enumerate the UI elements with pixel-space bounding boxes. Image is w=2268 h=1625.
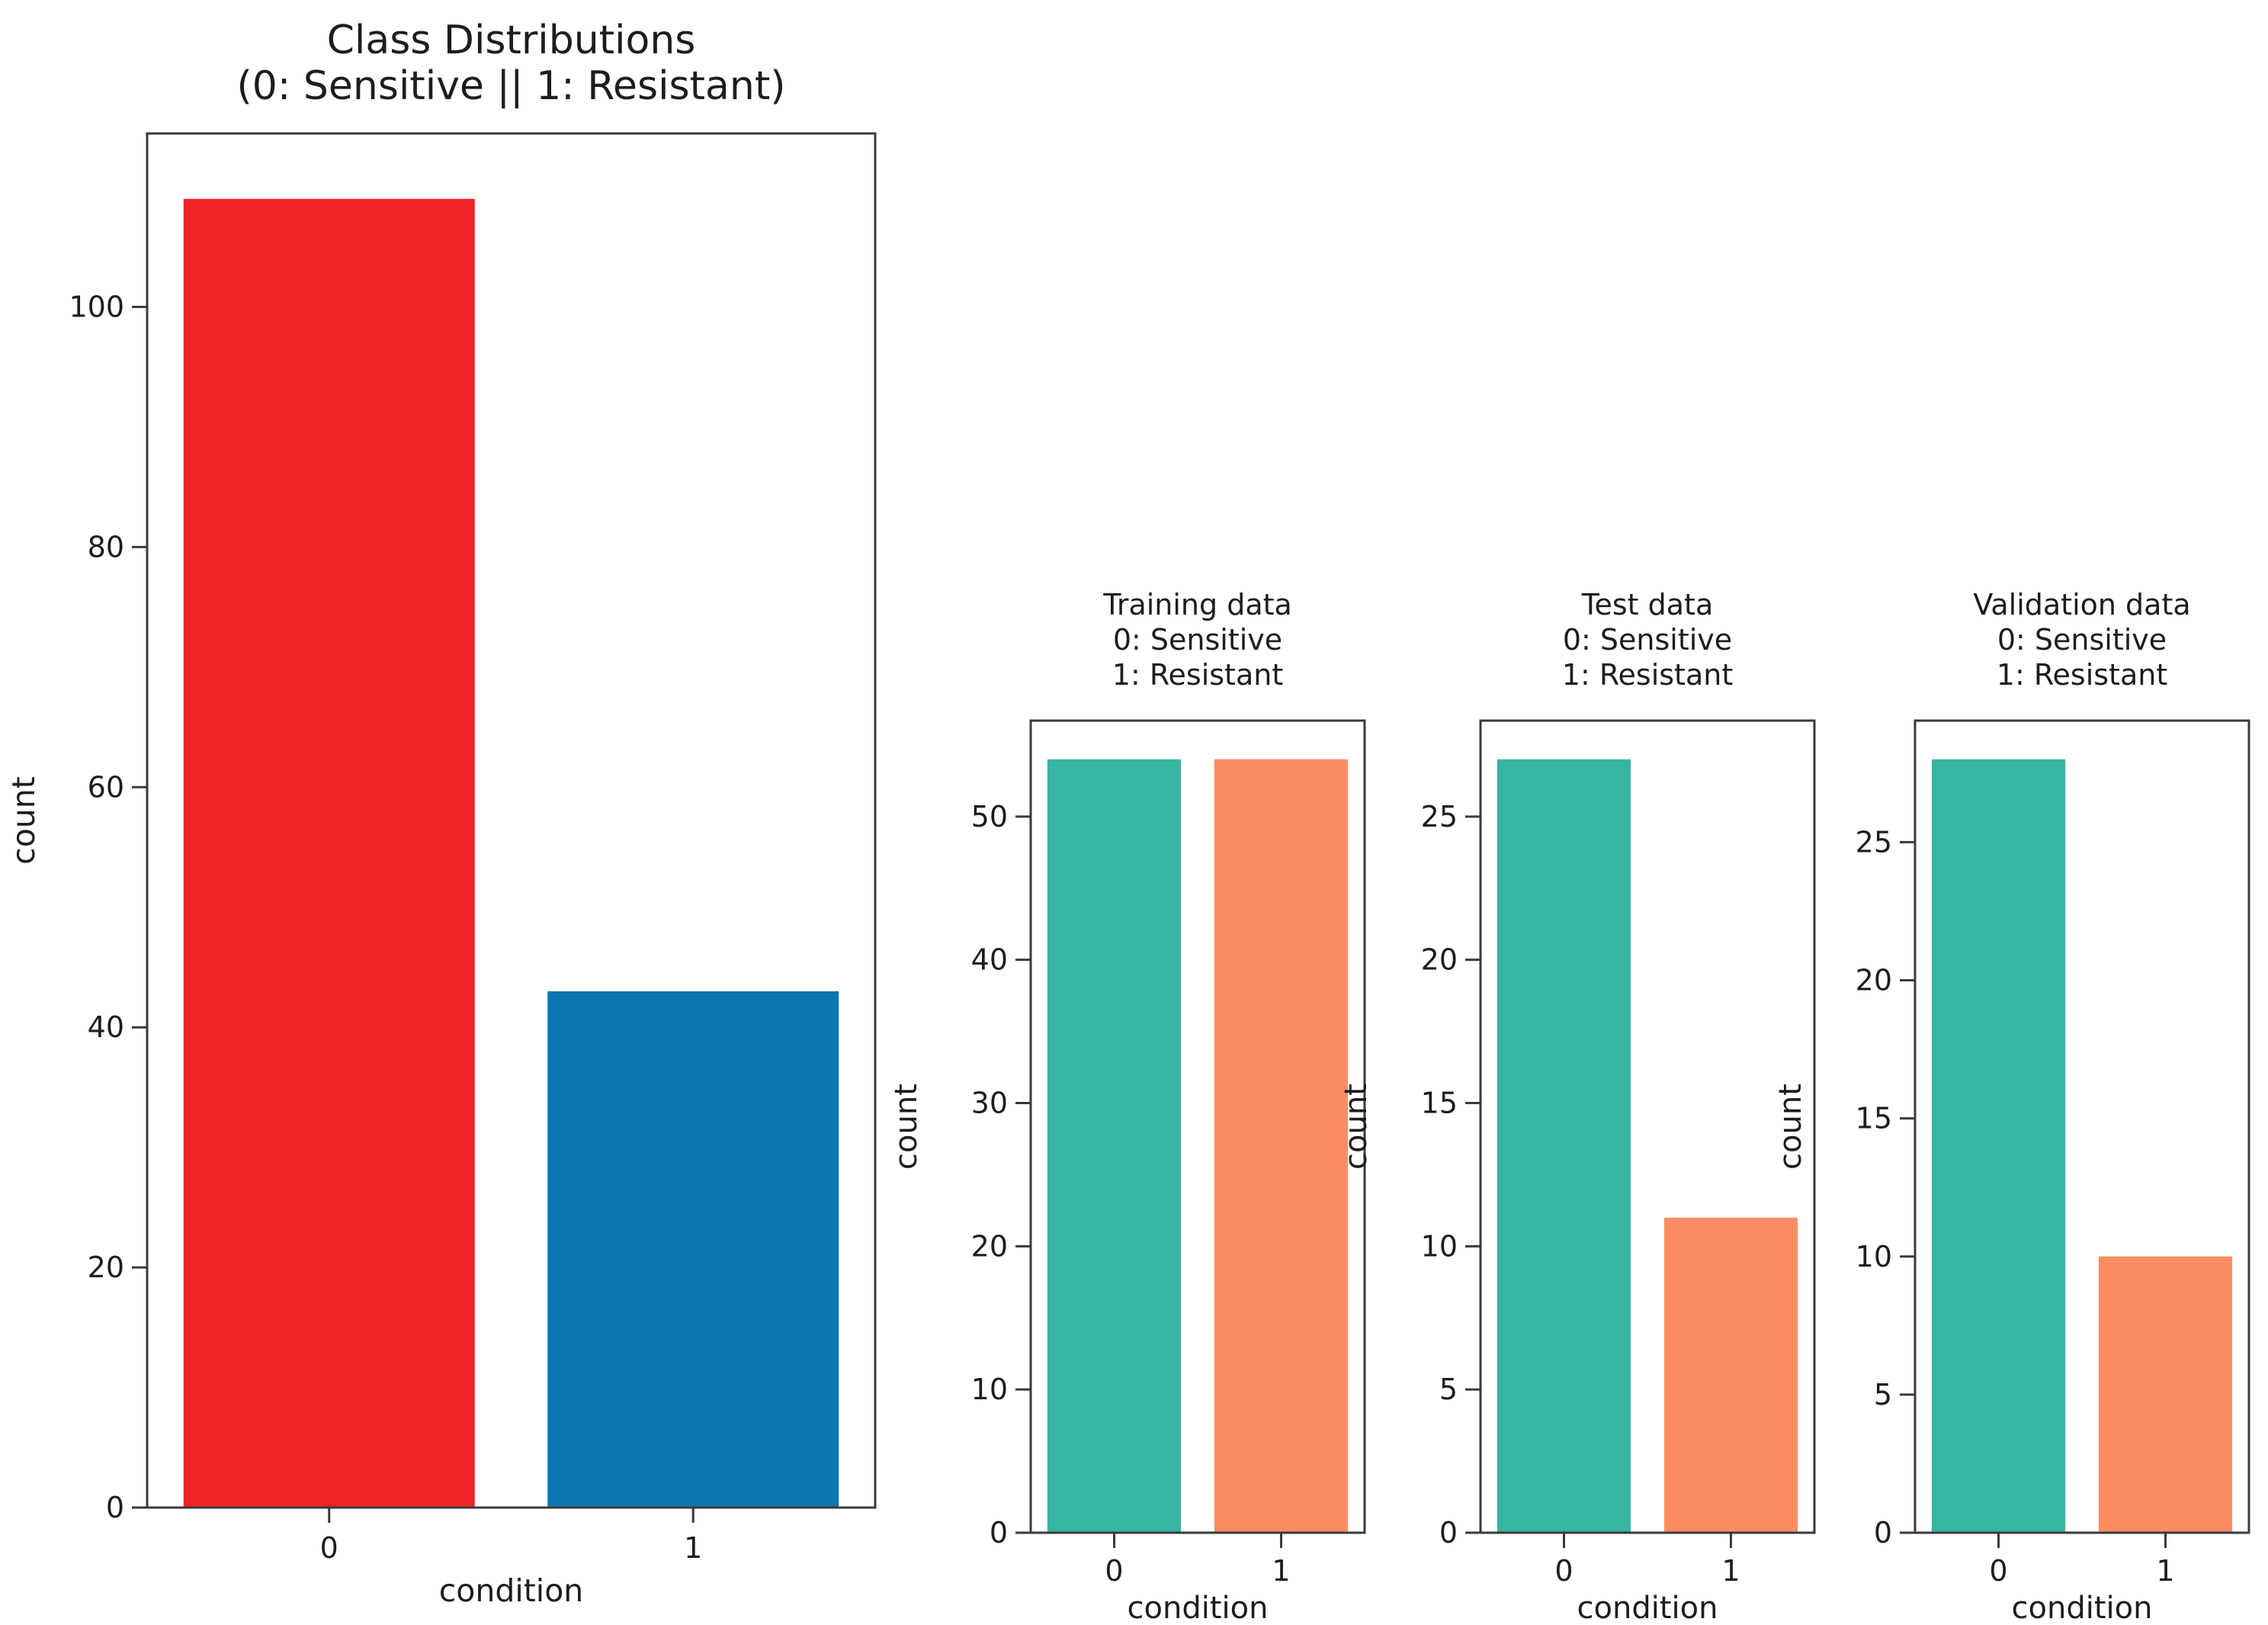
y-tick-label: 0 [1874,1516,1892,1550]
x-axis-label-test-data: condition [1577,1591,1718,1625]
chart-title-test-data-line2: 0: Sensitive [1563,623,1732,657]
x-tick-label: 0 [1554,1554,1573,1588]
y-tick-label: 15 [1856,1102,1892,1135]
x-tick-label: 1 [684,1531,702,1565]
y-tick-label: 10 [1856,1240,1892,1273]
y-tick-label: 20 [88,1251,124,1284]
x-tick-label: 0 [320,1531,338,1565]
y-tick-label: 50 [971,800,1008,833]
bar-test-data-cat1 [1663,1217,1798,1533]
plot-border-test-data [1479,719,1816,1534]
x-axis-label-class-distributions: condition [439,1572,584,1609]
y-tick-label: 20 [1421,943,1458,977]
bar-training-data-cat1 [1214,759,1349,1533]
x-tick-label: 0 [1105,1554,1123,1588]
y-axis-label-test-data: count [1339,1084,1374,1170]
y-tick-label: 10 [971,1373,1008,1406]
chart-title-validation-data-line1: Validation data [1973,588,2190,621]
y-tick-label: 80 [88,530,124,564]
plot-border-training-data [1029,719,1366,1534]
plot-border-class-distributions [146,132,877,1509]
y-tick-label: 30 [971,1087,1008,1120]
x-tick-label: 1 [2156,1554,2174,1588]
y-tick-label: 0 [990,1516,1008,1550]
y-tick-label: 25 [1856,825,1892,859]
chart-title-test-data-line1: Test data [1581,588,1714,621]
y-tick-label: 60 [88,770,124,804]
y-tick-label: 20 [1856,964,1892,997]
plot-border-validation-data [1914,719,2250,1534]
y-tick-label: 15 [1421,1087,1458,1120]
bar-validation-data-cat1 [2098,1256,2233,1533]
bar-training-data-cat0 [1047,759,1182,1533]
chart-title-training-data-line3: 1: Resistant [1112,658,1283,692]
y-axis-label-validation-data: count [1773,1084,1808,1170]
bar-test-data-cat0 [1496,759,1631,1533]
y-tick-label: 0 [106,1491,124,1524]
chart-title-validation-data-line2: 0: Sensitive [1997,623,2167,657]
x-tick-label: 1 [1272,1554,1290,1588]
y-axis-label-class-distributions: count [5,776,42,865]
chart-title-test-data-line3: 1: Resistant [1562,658,1733,692]
y-axis-label-training-data: count [889,1084,924,1170]
x-tick-label: 1 [1721,1554,1740,1588]
y-tick-label: 5 [1874,1378,1892,1411]
y-tick-label: 10 [1421,1229,1458,1263]
x-tick-label: 0 [1989,1554,2007,1588]
chart-title-class-distributions-line2: (0: Sensitive || 1: Resistant) [236,63,785,109]
y-tick-label: 40 [88,1010,124,1044]
y-tick-label: 0 [1439,1516,1458,1550]
x-axis-label-training-data: condition [1128,1591,1269,1625]
bar-class-distributions-cat1 [547,991,839,1508]
y-tick-label: 20 [971,1229,1008,1263]
y-tick-label: 5 [1439,1373,1458,1406]
y-tick-label: 25 [1421,800,1458,833]
y-tick-label: 100 [69,291,124,324]
x-axis-label-validation-data: condition [2012,1591,2153,1625]
chart-title-training-data-line1: Training data [1102,588,1292,621]
bar-validation-data-cat0 [1931,759,2066,1533]
chart-title-class-distributions-line1: Class Distributions [327,18,696,63]
y-tick-label: 40 [971,943,1008,977]
chart-title-training-data-line2: 0: Sensitive [1113,623,1282,657]
chart-title-validation-data-line3: 1: Resistant [1997,658,2167,692]
bar-class-distributions-cat0 [183,198,475,1508]
